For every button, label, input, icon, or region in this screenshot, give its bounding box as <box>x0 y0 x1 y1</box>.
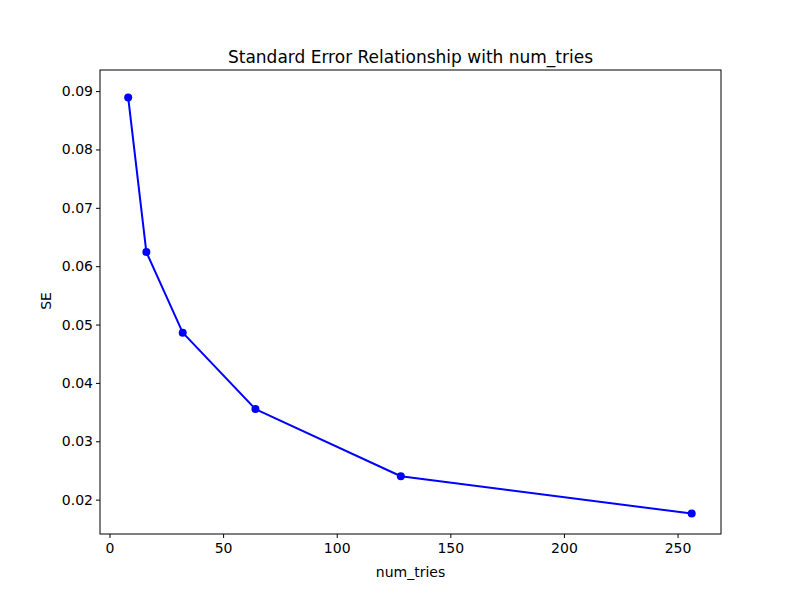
data-point <box>688 510 696 518</box>
x-tick-label: 0 <box>106 540 115 556</box>
data-point <box>397 472 405 480</box>
figure: 0 50 100 150 200 250 0.02 0.03 0.04 0.05 0.06 0.07 0… <box>0 0 800 600</box>
data-point <box>142 248 150 256</box>
x-tick-label: 50 <box>215 540 233 556</box>
y-tick-label: 0.05 <box>62 317 93 333</box>
y-tick-label: 0.04 <box>62 375 93 391</box>
y-axis-label: SE <box>38 292 54 310</box>
y-tick-label: 0.08 <box>62 141 93 157</box>
se-line <box>128 97 692 513</box>
data-point <box>179 329 187 337</box>
x-tick-label: 200 <box>551 540 578 556</box>
data-point <box>124 93 132 101</box>
y-tick-label: 0.09 <box>62 83 93 99</box>
x-tick-label: 150 <box>437 540 464 556</box>
x-tick-label: 100 <box>324 540 351 556</box>
y-tick-label: 0.02 <box>62 492 93 508</box>
chart-title: Standard Error Relationship with num_tri… <box>100 47 721 67</box>
axes-border <box>100 70 721 534</box>
y-tick-label: 0.07 <box>62 200 93 216</box>
x-axis-label: num_tries <box>100 564 721 580</box>
y-tick-label: 0.06 <box>62 258 93 274</box>
data-point <box>251 405 259 413</box>
chart-svg: 0 50 100 150 200 250 0.02 0.03 0.04 0.05 0.06 0.07 0… <box>0 0 800 600</box>
x-tick-label: 250 <box>665 540 692 556</box>
y-tick-label: 0.03 <box>62 433 93 449</box>
